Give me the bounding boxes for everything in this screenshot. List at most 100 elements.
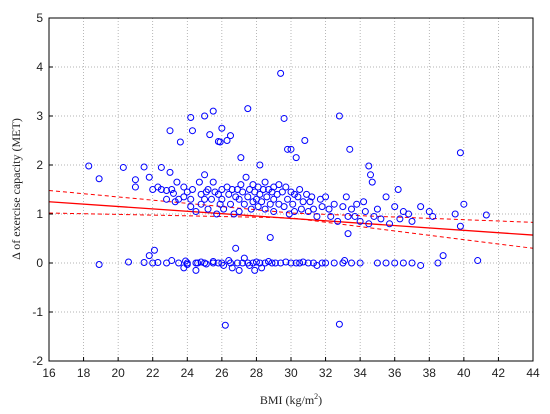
data-point: [270, 208, 278, 216]
data-point: [237, 154, 245, 162]
data-point: [225, 190, 233, 198]
x-tick-label: 16: [42, 366, 56, 380]
data-point: [180, 193, 188, 201]
data-point: [425, 208, 433, 216]
data-point: [301, 137, 309, 144]
x-tick-label: 18: [77, 366, 91, 380]
x-tick-label: 44: [526, 366, 540, 380]
data-point: [268, 259, 276, 267]
data-point: [223, 137, 231, 144]
data-point: [309, 205, 317, 213]
data-point: [365, 162, 373, 170]
data-point: [261, 259, 269, 267]
data-point: [482, 211, 490, 219]
data-point: [95, 175, 103, 183]
data-point: [228, 186, 236, 193]
data-point: [235, 266, 243, 274]
data-point: [382, 259, 390, 267]
data-point: [163, 195, 171, 203]
data-point: [220, 205, 228, 213]
data-point: [175, 259, 183, 267]
data-point: [368, 178, 376, 186]
y-tick-label: -1: [32, 305, 43, 319]
data-point: [353, 200, 361, 208]
data-point: [256, 190, 264, 198]
data-point: [335, 320, 343, 328]
data-point: [313, 212, 321, 220]
data-point: [218, 124, 226, 132]
data-point: [259, 186, 267, 193]
data-point: [294, 193, 302, 201]
data-point: [237, 181, 245, 189]
data-point: [460, 200, 468, 208]
data-point: [180, 183, 188, 191]
x-tick-label: 24: [181, 366, 195, 380]
data-point: [188, 127, 196, 135]
data-point: [154, 183, 162, 191]
data-point: [308, 193, 316, 201]
data-point: [346, 145, 354, 153]
data-point: [282, 183, 290, 191]
data-point: [232, 244, 240, 252]
x-tick-label: 26: [215, 366, 229, 380]
data-point: [145, 252, 153, 260]
data-point: [187, 203, 195, 211]
data-point: [282, 258, 290, 266]
data-point: [330, 200, 338, 208]
data-point: [290, 190, 298, 198]
data-point: [169, 189, 177, 197]
data-point: [204, 186, 212, 193]
data-point: [197, 200, 205, 208]
y-tick-label: 2: [36, 158, 43, 172]
data-point: [322, 259, 330, 267]
data-point: [342, 193, 350, 201]
data-point: [284, 145, 292, 153]
data-point: [183, 260, 191, 268]
y-axis-title: Δ of exercise capacity (MET): [9, 118, 23, 260]
data-point: [252, 258, 260, 266]
data-point: [202, 260, 210, 268]
x-tick-label: 38: [423, 366, 437, 380]
data-point: [299, 258, 307, 266]
data-point: [386, 220, 394, 228]
y-tick-label: 4: [36, 60, 43, 74]
data-point: [289, 200, 297, 208]
data-point: [261, 205, 269, 213]
data-point: [240, 254, 248, 262]
data-point: [292, 259, 300, 267]
data-point: [227, 200, 234, 208]
data-point: [216, 200, 224, 208]
data-point: [209, 107, 217, 115]
data-point: [195, 178, 203, 186]
data-point: [149, 259, 157, 267]
y-tick-label: 0: [36, 256, 43, 270]
data-point: [325, 205, 333, 213]
data-point: [214, 190, 222, 198]
data-point: [284, 195, 292, 203]
data-point: [95, 260, 103, 268]
x-tick-label: 20: [111, 366, 125, 380]
data-point: [287, 145, 295, 153]
data-point: [356, 217, 364, 225]
data-point: [474, 257, 482, 265]
x-tick-label: 36: [388, 366, 402, 380]
data-point: [233, 259, 241, 267]
data-point: [318, 259, 326, 267]
data-point: [131, 176, 139, 184]
data-point: [339, 203, 347, 211]
data-point: [157, 186, 165, 193]
data-point: [434, 259, 442, 267]
data-point: [150, 246, 158, 254]
data-point: [256, 161, 264, 169]
data-point: [213, 210, 221, 218]
data-point: [373, 259, 381, 267]
data-point: [201, 195, 209, 203]
data-point: [254, 203, 262, 211]
data-point: [429, 212, 437, 220]
data-point: [335, 112, 343, 120]
data-point: [207, 195, 215, 203]
data-point: [173, 178, 181, 186]
data-point: [287, 259, 295, 267]
data-point: [228, 264, 236, 272]
